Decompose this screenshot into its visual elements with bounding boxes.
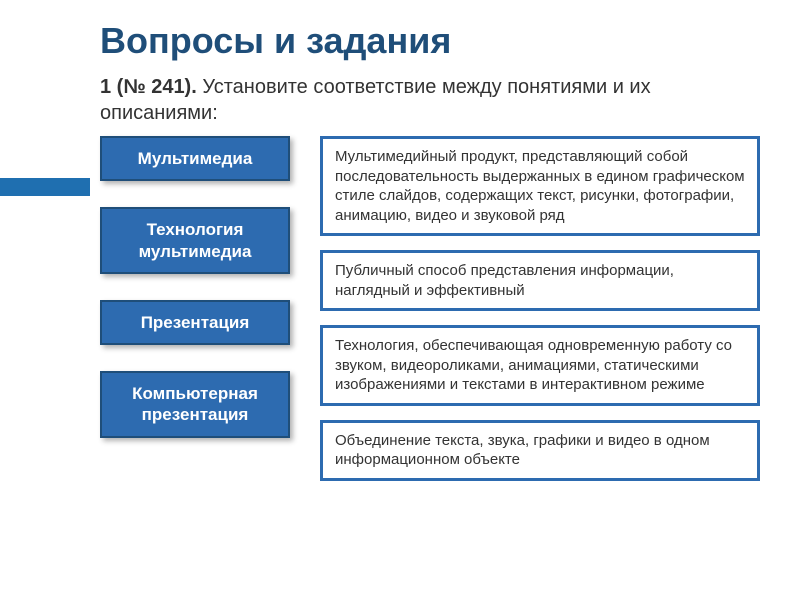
content-area: Мультимедиа Технология мультимедиа Презе… <box>0 136 800 481</box>
descriptions-column: Мультимедийный продукт, представляющий с… <box>320 136 760 481</box>
question-text: 1 (№ 241). Установите соответствие между… <box>0 62 800 136</box>
term-box[interactable]: Мультимедиа <box>100 136 290 181</box>
term-box[interactable]: Технология мультимедиа <box>100 207 290 274</box>
description-box[interactable]: Публичный способ представления информаци… <box>320 250 760 311</box>
header: Вопросы и задания <box>0 0 800 62</box>
question-number: 1 (№ 241). <box>100 76 197 98</box>
term-box[interactable]: Презентация <box>100 300 290 345</box>
description-box[interactable]: Мультимедийный продукт, представляющий с… <box>320 136 760 236</box>
terms-column: Мультимедиа Технология мультимедиа Презе… <box>100 136 290 481</box>
term-box[interactable]: Компьютерная презентация <box>100 371 290 438</box>
accent-bar <box>0 178 90 196</box>
page-title: Вопросы и задания <box>100 20 800 62</box>
description-box[interactable]: Технология, обеспечивающая одновременную… <box>320 325 760 406</box>
description-box[interactable]: Объединение текста, звука, графики и вид… <box>320 420 760 481</box>
